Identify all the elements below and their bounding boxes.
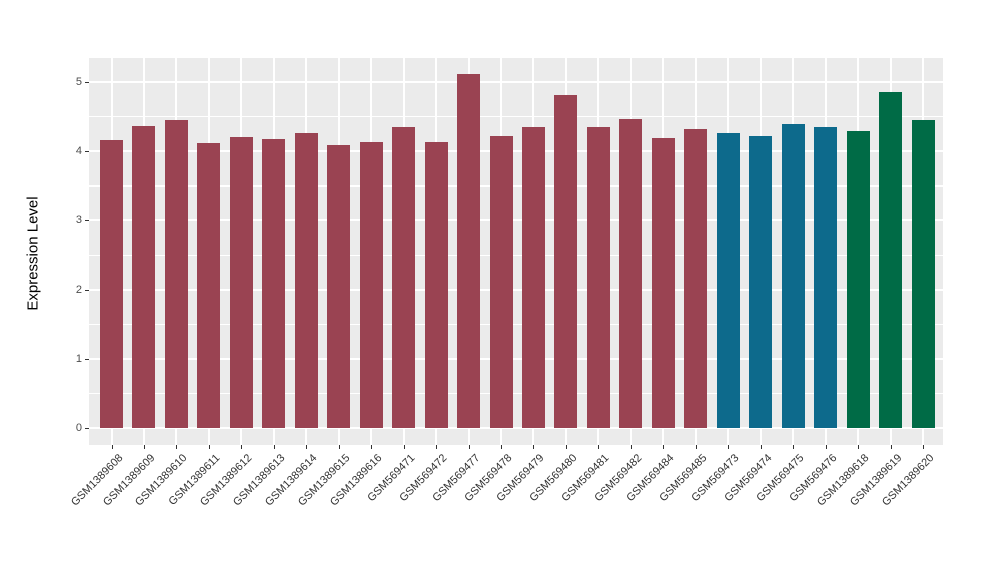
bar (392, 126, 416, 428)
x-tick-mark (371, 445, 373, 449)
minor-gridline (89, 323, 943, 326)
bar (749, 135, 773, 428)
x-tick-mark (241, 445, 243, 449)
x-tick-mark (565, 445, 567, 449)
bar (554, 95, 578, 428)
y-tick-mark (85, 151, 89, 153)
x-tick-mark (306, 445, 308, 449)
bar (489, 135, 513, 428)
bar (424, 142, 448, 428)
x-tick-mark (273, 445, 275, 449)
x-tick-mark (923, 445, 924, 449)
x-tick-mark (890, 445, 892, 449)
minor-gridline (89, 254, 943, 256)
x-tick-mark (760, 445, 762, 449)
bar (619, 119, 643, 428)
y-tick-mark (85, 358, 89, 360)
bar (684, 129, 708, 428)
major-gridline (89, 427, 943, 429)
x-tick-mark (858, 445, 860, 449)
bar (651, 138, 675, 428)
x-tick-mark (501, 445, 503, 449)
bar (457, 74, 481, 428)
bar (716, 133, 740, 428)
y-tick-mark (85, 428, 89, 429)
bar (521, 126, 545, 428)
y-tick-label: 1 (75, 352, 82, 365)
y-tick-mark (85, 82, 89, 83)
y-tick-mark (85, 220, 89, 222)
x-tick-mark (468, 445, 470, 449)
plot-panel (89, 58, 943, 445)
y-tick-mark (85, 289, 89, 291)
bar (294, 132, 318, 428)
minor-gridline (89, 392, 943, 395)
x-tick-mark (793, 445, 795, 449)
y-tick-label: 0 (75, 422, 82, 434)
x-tick-mark (111, 445, 113, 449)
x-tick-mark (630, 445, 632, 449)
y-tick-label: 4 (75, 145, 82, 158)
x-tick-mark (176, 445, 178, 449)
minor-gridline (89, 185, 943, 187)
major-gridline (89, 219, 943, 222)
major-gridline (89, 81, 943, 83)
x-tick-mark (598, 445, 600, 449)
x-tick-mark (695, 445, 697, 449)
bar (100, 140, 123, 428)
major-gridline (89, 150, 943, 153)
bar (359, 142, 383, 428)
x-tick-mark (436, 445, 438, 449)
bar (327, 144, 351, 428)
bar (262, 139, 286, 428)
bar (814, 126, 838, 428)
bar (164, 120, 188, 428)
x-tick-mark (403, 445, 405, 449)
bar (781, 124, 805, 428)
x-tick-mark (143, 445, 145, 449)
bar (586, 126, 610, 428)
bar (879, 91, 903, 428)
bar (911, 120, 935, 428)
major-gridline (89, 288, 943, 291)
bar (846, 131, 870, 428)
bar (132, 126, 156, 428)
x-tick-mark (533, 445, 535, 449)
x-tick-mark (208, 445, 210, 449)
y-tick-label: 5 (75, 76, 82, 88)
x-tick-mark (663, 445, 665, 449)
y-tick-label: 3 (75, 214, 82, 227)
y-tick-label: 2 (75, 283, 82, 296)
x-tick-mark (338, 445, 340, 449)
y-axis-title: Expression Level (24, 196, 42, 311)
bar (197, 142, 221, 428)
minor-gridline (89, 116, 943, 118)
x-tick-mark (825, 445, 827, 449)
bar (229, 136, 253, 428)
major-gridline (89, 357, 943, 360)
x-tick-mark (728, 445, 730, 449)
